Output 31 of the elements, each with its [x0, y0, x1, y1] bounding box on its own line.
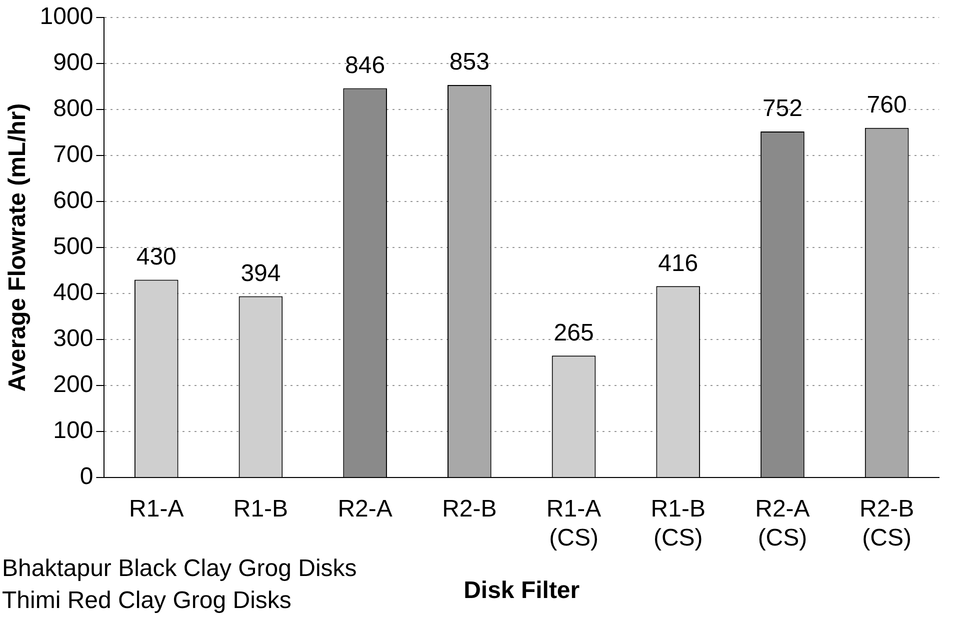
data-label: 394 [240, 260, 281, 287]
x-tick-label: R2-A [338, 496, 392, 523]
data-label: 760 [866, 91, 907, 118]
x-axis-title: Disk Filter [464, 577, 580, 604]
data-label: 265 [554, 319, 594, 346]
y-axis-title: Average Flowrate (mL/hr) [4, 103, 32, 392]
text: Bhaktapur Black Clay Grog Disks [2, 555, 357, 582]
y-tick-label: 900 [53, 49, 94, 76]
x-tick-label: R2-A (CS) [755, 496, 810, 552]
y-tick-label: 1000 [40, 3, 94, 30]
y-tick-label: 300 [53, 325, 94, 352]
text: Thimi Red Clay Grog Disks [2, 587, 292, 614]
x-tick-label: R1-B [233, 496, 288, 523]
data-label: 846 [345, 52, 386, 79]
y-tick-label: 400 [53, 279, 94, 306]
data-label: 416 [658, 250, 698, 277]
x-tick-label: R2-B [442, 496, 497, 523]
data-label: 752 [762, 95, 802, 122]
data-label: 430 [136, 243, 176, 270]
y-tick-label: 200 [53, 371, 94, 398]
x-tick-label: R2-B (CS) [859, 496, 914, 552]
y-tick-label: 700 [53, 141, 94, 168]
x-tick-label: R1-A [129, 496, 184, 523]
x-tick-label: R1-A (CS) [546, 496, 602, 552]
y-tick-label: 500 [53, 233, 94, 260]
y-tick-label: 0 [80, 463, 94, 490]
y-tick-label: 600 [53, 187, 94, 214]
y-tick-label: 800 [53, 95, 94, 122]
x-tick-label: R1-B (CS) [650, 496, 706, 552]
y-tick-label: 100 [53, 417, 94, 444]
data-label: 853 [449, 48, 490, 76]
